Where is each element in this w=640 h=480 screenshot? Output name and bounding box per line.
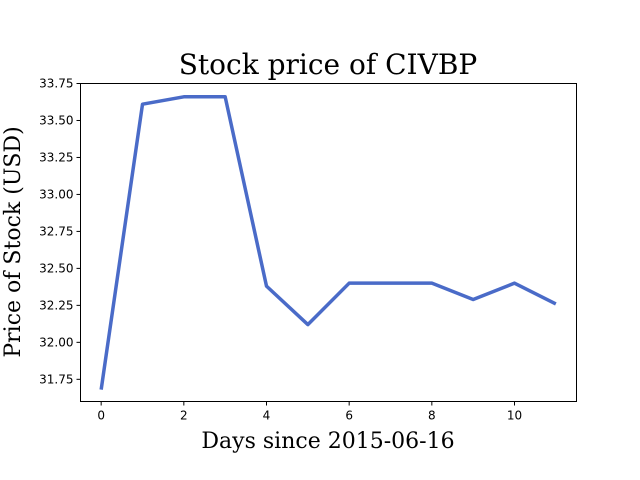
x-axis: 0 2 4 6 8 10 (97, 401, 522, 423)
y-tick-label: 33.50 (39, 113, 73, 127)
y-tick-label: 31.75 (39, 372, 73, 386)
plot-area (80, 83, 577, 402)
x-tick-label: 8 (428, 409, 436, 423)
x-axis-label: Days since 2015-06-16 (201, 429, 454, 454)
y-tick-label: 33.00 (39, 187, 73, 201)
y-tick-label: 33.75 (39, 77, 73, 91)
y-axis-label: Price of Stock (USD) (1, 126, 26, 357)
x-tick-label: 6 (345, 409, 353, 423)
x-tick-label: 10 (507, 409, 522, 423)
y-tick-label: 32.50 (39, 261, 73, 275)
y-tick-label: 32.00 (39, 335, 73, 349)
chart-title: Stock price of CIVBP (179, 48, 478, 81)
y-tick-label: 32.25 (39, 298, 73, 312)
y-tick-label: 33.25 (39, 150, 73, 164)
x-tick-label: 4 (263, 409, 271, 423)
series-group (99, 95, 557, 390)
series-line (99, 95, 557, 390)
y-tick-label: 32.75 (39, 224, 73, 238)
x-tick-label: 2 (180, 409, 188, 423)
y-axis: 31.75 32.00 32.25 32.50 32.75 33.00 33.25 33.50… (39, 77, 81, 386)
x-tick-label: 0 (97, 409, 105, 423)
